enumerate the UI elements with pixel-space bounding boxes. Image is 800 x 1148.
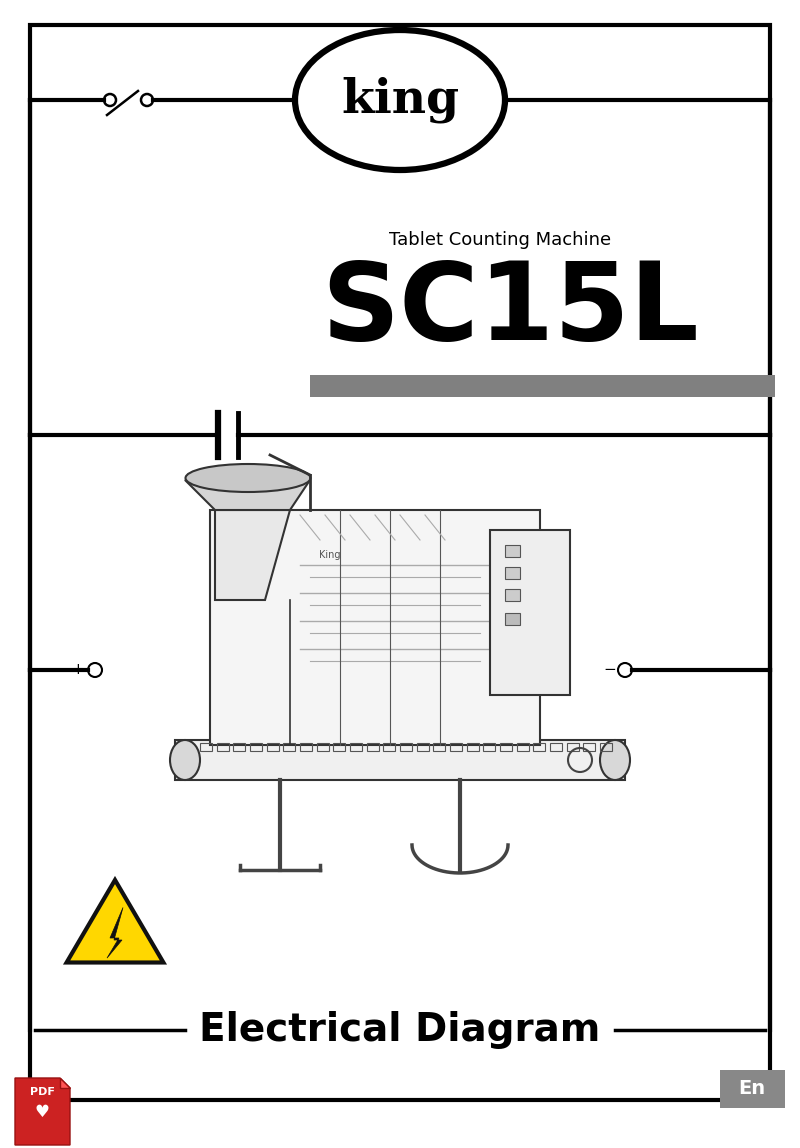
- Bar: [400, 743, 412, 751]
- Bar: [250, 743, 262, 751]
- Polygon shape: [107, 908, 123, 959]
- Text: king: king: [341, 77, 459, 123]
- Bar: [483, 743, 495, 751]
- Bar: [383, 743, 395, 751]
- Bar: [490, 530, 570, 695]
- Bar: [550, 743, 562, 751]
- Bar: [720, 1070, 785, 1108]
- Bar: [283, 743, 295, 751]
- Bar: [500, 743, 512, 751]
- Polygon shape: [215, 510, 290, 600]
- Bar: [505, 545, 520, 557]
- Bar: [505, 567, 520, 579]
- Text: King: King: [319, 550, 341, 560]
- Text: SC15L: SC15L: [321, 257, 699, 363]
- Bar: [583, 743, 595, 751]
- Ellipse shape: [170, 740, 200, 779]
- Text: ♥: ♥: [34, 1103, 50, 1120]
- Text: PDF: PDF: [30, 1087, 54, 1097]
- Text: −: −: [604, 662, 616, 677]
- Polygon shape: [185, 480, 310, 510]
- Bar: [217, 743, 229, 751]
- Bar: [266, 743, 278, 751]
- Polygon shape: [15, 1078, 70, 1145]
- Bar: [234, 743, 246, 751]
- Bar: [200, 743, 212, 751]
- Bar: [175, 740, 625, 779]
- Bar: [317, 743, 329, 751]
- Ellipse shape: [186, 464, 310, 492]
- Text: Tablet Counting Machine: Tablet Counting Machine: [389, 231, 611, 249]
- Bar: [366, 743, 378, 751]
- Bar: [517, 743, 529, 751]
- Bar: [466, 743, 478, 751]
- Bar: [505, 613, 520, 625]
- Bar: [417, 743, 429, 751]
- Ellipse shape: [295, 30, 505, 170]
- Bar: [534, 743, 546, 751]
- Polygon shape: [66, 881, 163, 962]
- Bar: [334, 743, 346, 751]
- Bar: [210, 510, 540, 745]
- Text: Electrical Diagram: Electrical Diagram: [199, 1011, 601, 1049]
- Ellipse shape: [600, 740, 630, 779]
- Bar: [350, 743, 362, 751]
- Bar: [566, 743, 578, 751]
- Bar: [310, 375, 775, 397]
- Bar: [450, 743, 462, 751]
- Text: En: En: [738, 1079, 766, 1099]
- Bar: [434, 743, 446, 751]
- Bar: [300, 743, 312, 751]
- Polygon shape: [60, 1078, 70, 1088]
- Bar: [505, 589, 520, 602]
- Text: +: +: [72, 662, 84, 677]
- Bar: [600, 743, 612, 751]
